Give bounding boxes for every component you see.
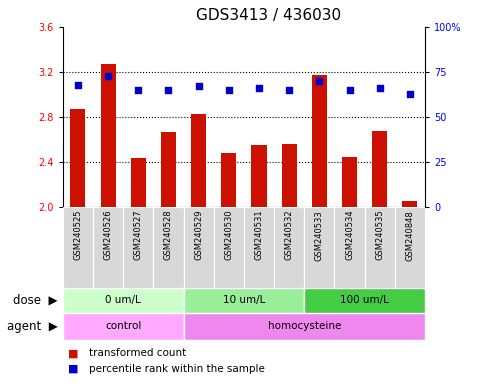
Point: [376, 85, 384, 91]
Text: GSM240533: GSM240533: [315, 210, 324, 260]
Text: GSM240525: GSM240525: [73, 210, 83, 260]
Text: GSM240527: GSM240527: [134, 210, 143, 260]
Bar: [395, 207, 425, 288]
Bar: [304, 207, 334, 288]
Text: agent  ▶: agent ▶: [7, 320, 58, 333]
Point: [165, 87, 172, 93]
Point: [315, 78, 323, 84]
Text: GSM240848: GSM240848: [405, 210, 414, 260]
Text: control: control: [105, 321, 142, 331]
Text: dose  ▶: dose ▶: [14, 294, 58, 307]
Text: GSM240532: GSM240532: [284, 210, 294, 260]
Text: GSM240529: GSM240529: [194, 210, 203, 260]
Bar: [252, 145, 267, 207]
Bar: [63, 288, 184, 313]
Bar: [304, 288, 425, 313]
Text: 0 um/L: 0 um/L: [105, 295, 141, 306]
Text: GDS3413 / 436030: GDS3413 / 436030: [196, 8, 341, 23]
Bar: [184, 313, 425, 340]
Bar: [221, 153, 236, 207]
Text: ■: ■: [68, 348, 78, 358]
Bar: [244, 207, 274, 288]
Bar: [334, 207, 365, 288]
Bar: [63, 313, 184, 340]
Text: ■: ■: [68, 364, 78, 374]
Bar: [184, 207, 213, 288]
Bar: [184, 288, 304, 313]
Bar: [123, 207, 154, 288]
Text: percentile rank within the sample: percentile rank within the sample: [89, 364, 265, 374]
Text: GSM240535: GSM240535: [375, 210, 384, 260]
Bar: [274, 207, 304, 288]
Text: transformed count: transformed count: [89, 348, 186, 358]
Text: 10 um/L: 10 um/L: [223, 295, 265, 306]
Point: [195, 83, 202, 89]
Text: GSM240526: GSM240526: [103, 210, 113, 260]
Point: [285, 87, 293, 93]
Bar: [191, 114, 206, 207]
Point: [74, 81, 82, 88]
Bar: [63, 207, 93, 288]
Bar: [131, 158, 146, 207]
Point: [346, 87, 354, 93]
Text: GSM240531: GSM240531: [255, 210, 264, 260]
Text: GSM240530: GSM240530: [224, 210, 233, 260]
Text: homocysteine: homocysteine: [268, 321, 341, 331]
Bar: [71, 109, 85, 207]
Bar: [402, 200, 417, 207]
Text: 100 um/L: 100 um/L: [340, 295, 389, 306]
Bar: [154, 207, 184, 288]
Point: [255, 85, 263, 91]
Bar: [100, 64, 115, 207]
Bar: [213, 207, 244, 288]
Point: [406, 91, 414, 97]
Point: [134, 87, 142, 93]
Bar: [342, 157, 357, 207]
Bar: [312, 75, 327, 207]
Bar: [365, 207, 395, 288]
Bar: [93, 207, 123, 288]
Point: [225, 87, 233, 93]
Point: [104, 73, 112, 79]
Bar: [282, 144, 297, 207]
Text: GSM240534: GSM240534: [345, 210, 354, 260]
Text: GSM240528: GSM240528: [164, 210, 173, 260]
Bar: [161, 132, 176, 207]
Bar: [372, 131, 387, 207]
